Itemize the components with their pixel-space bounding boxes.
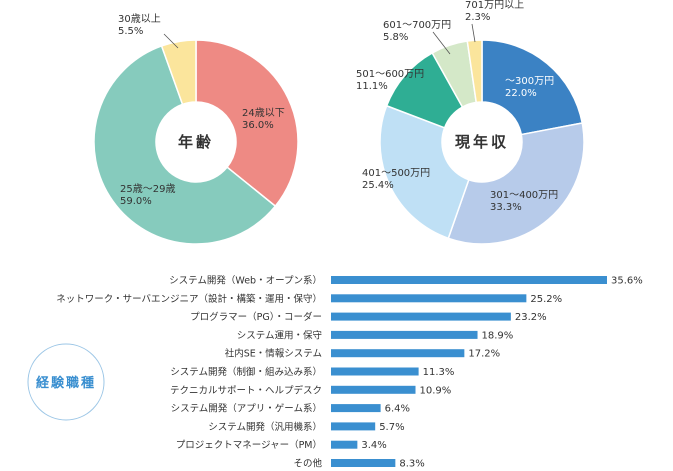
age-slice-label-1: 25歳～29歳 xyxy=(120,183,175,195)
bar-1 xyxy=(331,294,527,303)
age-center-hole xyxy=(156,102,236,182)
income-slice-label-4: 601～700万円 xyxy=(383,20,451,31)
income-slice-label-2: 401～500万円 xyxy=(362,168,430,179)
bar-9 xyxy=(331,440,358,449)
bar-value-label-7: 6.4% xyxy=(385,404,410,415)
bar-10 xyxy=(331,459,396,467)
bar-8 xyxy=(331,422,376,431)
income-slice-value-4: 5.8% xyxy=(383,32,408,43)
bar-2 xyxy=(331,312,511,321)
bar-category-label-4: 社内SE・情報システム xyxy=(225,348,322,360)
bar-6 xyxy=(331,385,416,394)
age-slice-label-0: 24歳以下 xyxy=(242,107,285,119)
experience-title: 経験職種 xyxy=(36,375,96,391)
bar-category-label-10: その他 xyxy=(293,458,322,470)
bar-category-label-6: テクニカルサポート・ヘルプデスク xyxy=(170,384,322,396)
income-center-title: 現年収 xyxy=(455,133,509,151)
age-center-title: 年齢 xyxy=(178,133,214,151)
bar-category-label-7: システム開発（アプリ・ゲーム系） xyxy=(171,403,322,415)
bar-value-label-0: 35.6% xyxy=(611,276,643,287)
bar-category-label-5: システム開発（制御・組み込み系） xyxy=(170,366,322,378)
bar-value-label-2: 23.2% xyxy=(515,312,547,323)
bar-value-label-10: 8.3% xyxy=(399,459,424,470)
income-slice-label-1: 301～400万円 xyxy=(490,190,558,201)
bar-value-label-6: 10.9% xyxy=(420,385,452,396)
bar-category-label-3: システム運用・保守 xyxy=(237,329,322,341)
bar-value-label-9: 3.4% xyxy=(361,440,386,451)
income-slice-1 xyxy=(447,122,585,245)
bar-value-label-4: 17.2% xyxy=(468,349,500,360)
age-slice-value-1: 59.0% xyxy=(120,196,152,207)
income-slice-value-3: 11.1% xyxy=(356,81,388,92)
age-leader-line-2 xyxy=(163,33,179,49)
income-leader-line-4 xyxy=(432,31,451,55)
income-slice-label-5: 701万円以上 xyxy=(465,0,524,11)
bar-category-label-9: プロジェクトマネージャー（PM） xyxy=(176,439,322,451)
income-slice-label-3: 501～600万円 xyxy=(356,69,424,80)
income-slice-value-0: 22.0% xyxy=(505,88,537,99)
bar-7 xyxy=(331,404,381,413)
bar-category-label-2: プログラマー（PG）・コーダー xyxy=(190,311,322,323)
bar-value-label-3: 18.9% xyxy=(482,330,514,341)
bar-value-label-8: 5.7% xyxy=(379,422,404,433)
income-slice-label-0: ～300万円 xyxy=(505,76,554,87)
bar-4 xyxy=(331,349,465,358)
bar-category-label-8: システム開発（汎用機系） xyxy=(208,421,322,433)
bar-0 xyxy=(331,276,607,284)
experience-title-circle xyxy=(27,343,105,421)
bar-value-label-1: 25.2% xyxy=(530,294,562,305)
experience-bar-chart: 経験職種 システム開発（Web・オープン系） 35.6% ネットワーク・サーバエンジニ… xyxy=(27,275,643,470)
income-slice-value-5: 2.3% xyxy=(465,12,490,23)
income-slice-value-2: 25.4% xyxy=(362,180,394,191)
bar-value-label-5: 11.3% xyxy=(423,367,455,378)
income-slice-value-1: 33.3% xyxy=(490,202,522,213)
income-center-hole xyxy=(442,102,522,182)
income-leader-line-5 xyxy=(471,23,476,43)
bar-category-label-1: ネットワーク・サーバエンジニア（設計・構築・運用・保守） xyxy=(56,293,322,305)
bar-category-label-0: システム開発（Web・オープン系） xyxy=(169,275,322,287)
age-slice-label-2: 30歳以上 xyxy=(118,13,161,25)
age-slice-value-2: 5.5% xyxy=(118,26,143,37)
age-slice-value-0: 36.0% xyxy=(242,120,274,131)
bar-3 xyxy=(331,330,478,339)
bar-5 xyxy=(331,367,419,376)
